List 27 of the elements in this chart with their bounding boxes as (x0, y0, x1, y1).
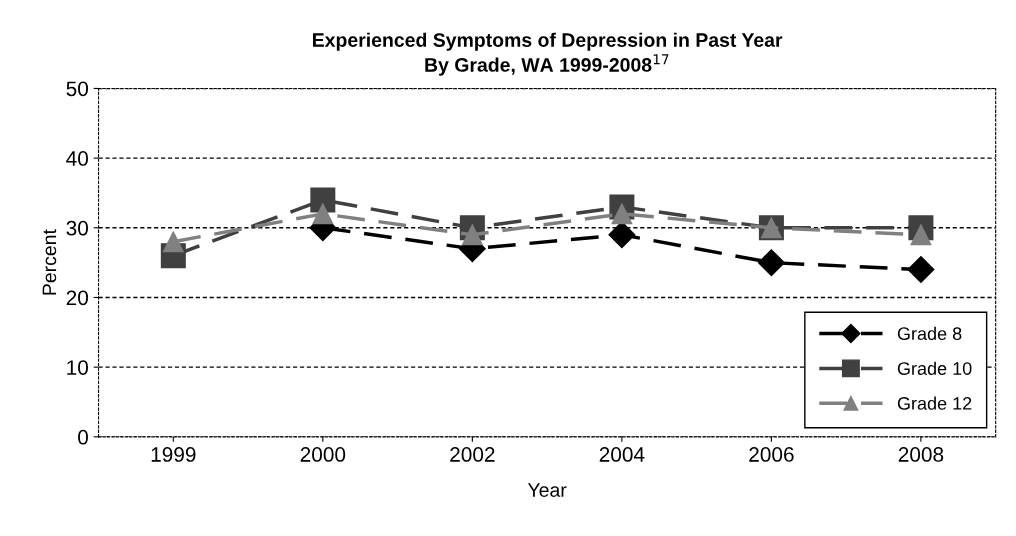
x-tick-label: 1999 (151, 447, 196, 462)
legend-label: Grade 12 (897, 396, 972, 410)
point (461, 224, 483, 246)
chart-title: Experienced Symptoms of Depression in Past Year By Grade, WA 1999-2008$^{17}$ (313, 32, 783, 76)
x-tick-label: 2000 (300, 447, 346, 462)
y-tick-label: 0 (78, 429, 89, 445)
x-tick-label: 2002 (450, 447, 495, 462)
point (608, 221, 636, 249)
point (162, 231, 184, 253)
point (907, 256, 935, 284)
y-tick-label: 20 (66, 290, 89, 306)
x-tick-label: 2008 (898, 447, 944, 462)
y-axis-title: Percent (42, 229, 57, 295)
point (310, 187, 336, 213)
y-tick-label: 30 (66, 220, 89, 236)
legend-label: Grade 8 (897, 326, 962, 341)
x-tick-label: 2006 (749, 447, 794, 462)
point (312, 203, 334, 225)
legend-label: Grade 10 (897, 361, 972, 375)
y-tick-label: 40 (66, 151, 89, 166)
x-axis-title: Year (527, 483, 567, 497)
x-tick-label: 2004 (599, 447, 645, 462)
y-tick-label: 10 (67, 360, 89, 375)
point (910, 224, 932, 246)
point (757, 249, 785, 277)
y-tick-label: 50 (66, 81, 89, 97)
point (611, 203, 633, 225)
